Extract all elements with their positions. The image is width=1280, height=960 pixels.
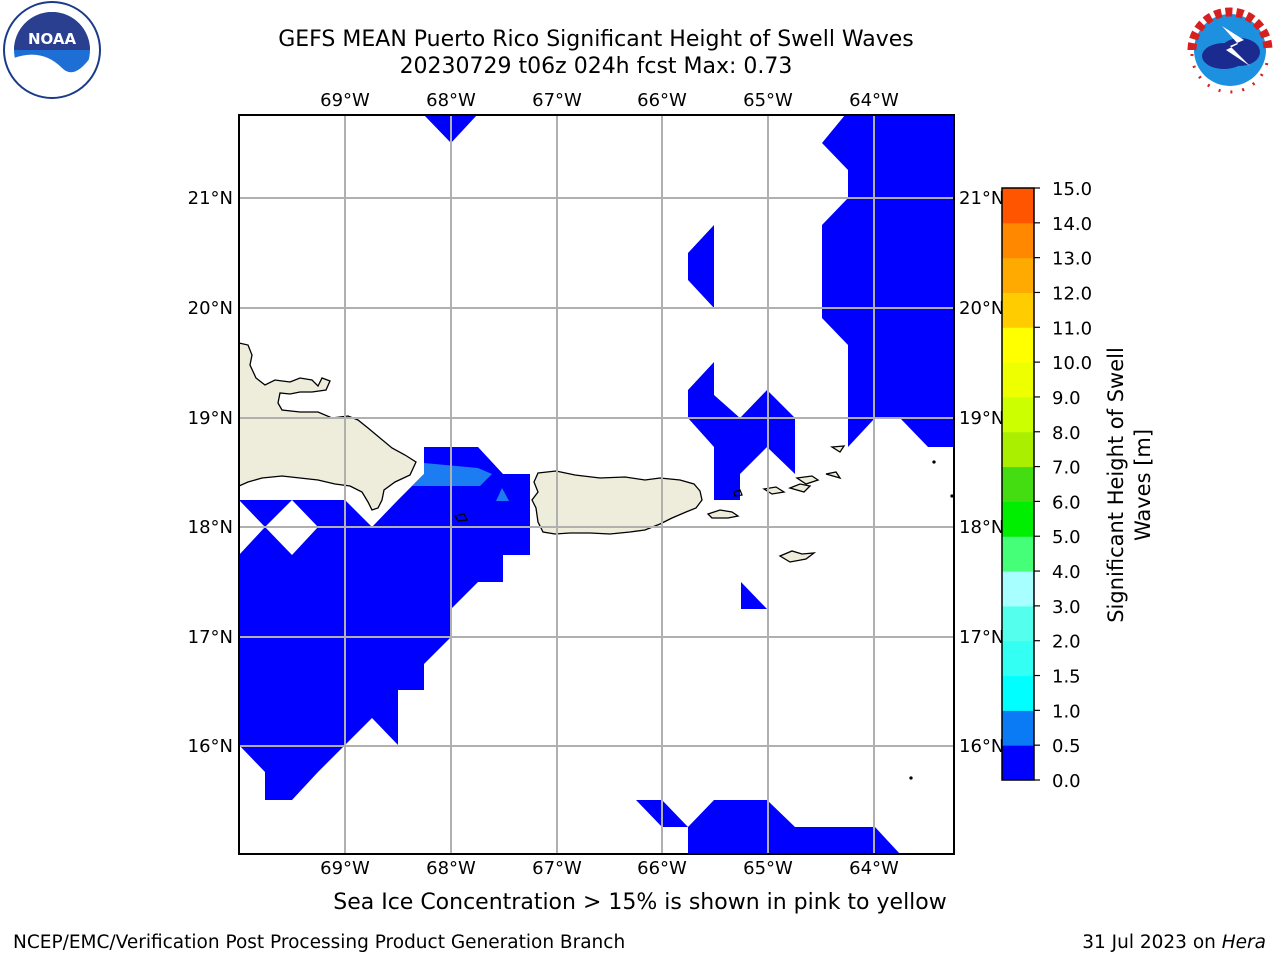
colorbar-tick-label: 1.5 xyxy=(1052,667,1081,688)
lat-label: 19°N xyxy=(959,408,1004,429)
lat-label: 17°N xyxy=(959,627,1004,648)
colorbar-tick-label: 14.0 xyxy=(1052,214,1092,235)
colorbar-segment xyxy=(1002,222,1034,259)
lat-label: 20°N xyxy=(959,298,1004,319)
lon-label: 67°W xyxy=(532,858,582,879)
colorbar-segment xyxy=(1002,396,1034,433)
lat-label: 20°N xyxy=(188,298,233,319)
lat-label: 16°N xyxy=(188,736,233,757)
colorbar-tick-label: 6.0 xyxy=(1052,492,1081,513)
map-frame xyxy=(238,114,955,855)
lat-label: 17°N xyxy=(188,627,233,648)
sea-ice-caption: Sea Ice Concentration > 15% is shown in … xyxy=(333,890,947,915)
lon-label: 66°W xyxy=(637,858,687,879)
footer-host: Hera xyxy=(1221,932,1266,953)
lat-label: 21°N xyxy=(959,188,1004,209)
colorbar-tick-label: 0.0 xyxy=(1052,771,1081,792)
lon-labels-top: 69°W 68°W 67°W 66°W 65°W 64°W xyxy=(320,90,899,111)
footer-date: 31 Jul 2023 on Hera xyxy=(1082,932,1266,953)
colorbar-tick-label: 0.5 xyxy=(1052,736,1081,757)
colorbar-segment xyxy=(1002,292,1034,328)
colorbar-segment xyxy=(1002,327,1034,363)
chart-subtitle: 20230729 t06z 024h fcst Max: 0.73 xyxy=(399,54,793,79)
colorbar-tick-label: 2.0 xyxy=(1052,632,1081,653)
lon-labels-bottom: 69°W 68°W 67°W 66°W 65°W 64°W xyxy=(320,858,899,879)
colorbar-frame xyxy=(1001,187,1035,781)
colorbar-segment xyxy=(1002,640,1034,677)
colorbar-segment xyxy=(1002,675,1034,711)
chart-title: GEFS MEAN Puerto Rico Significant Height… xyxy=(278,27,914,52)
noaa-logo-text: NOAA xyxy=(28,30,77,48)
colorbar-segment xyxy=(1002,501,1034,537)
colorbar-tick-label: 1.0 xyxy=(1052,701,1081,722)
footer-date-text: 31 Jul 2023 on xyxy=(1082,932,1222,953)
colorbar-segment xyxy=(1002,536,1034,572)
lat-label: 19°N xyxy=(188,408,233,429)
map-plot-area xyxy=(238,114,955,855)
lat-label: 18°N xyxy=(959,517,1004,538)
colorbar-segment xyxy=(1002,745,1034,781)
colorbar-tick-label: 10.0 xyxy=(1052,353,1092,374)
colorbar: 0.0 0.5 1.0 1.5 2.0 3.0 4.0 5.0 6.0 7.0 8.0 9.0 10.0… xyxy=(1001,179,1155,792)
colorbar-segment xyxy=(1002,431,1034,468)
colorbar-tick-label: 7.0 xyxy=(1052,458,1081,479)
lon-label: 65°W xyxy=(743,858,793,879)
lon-label: 68°W xyxy=(426,858,476,879)
colorbar-segment xyxy=(1002,362,1034,398)
colorbar-segment xyxy=(1002,605,1034,642)
lon-label: 64°W xyxy=(849,858,899,879)
noaa-logo: NOAA xyxy=(3,1,101,99)
lon-label: 69°W xyxy=(320,858,370,879)
colorbar-segment xyxy=(1002,571,1034,607)
colorbar-segment xyxy=(1002,466,1034,502)
land-masses xyxy=(238,342,954,780)
lon-label: 64°W xyxy=(849,90,899,111)
footer-credit: NCEP/EMC/Verification Post Processing Pr… xyxy=(13,932,626,953)
colorbar-tick-label: 9.0 xyxy=(1052,388,1081,409)
colorbar-tick-label: 8.0 xyxy=(1052,423,1081,444)
colorbar-tick-label: 3.0 xyxy=(1052,597,1081,618)
lon-label: 68°W xyxy=(426,90,476,111)
colorbar-label-line2: Waves [m] xyxy=(1131,429,1155,541)
colorbar-tick-label: 4.0 xyxy=(1052,562,1081,583)
colorbar-tick-label: 11.0 xyxy=(1052,318,1092,339)
gridlines xyxy=(239,115,954,854)
colorbar-label-line1: Significant Height of Swell xyxy=(1104,347,1128,623)
nws-logo xyxy=(1184,4,1276,96)
colorbar-tick-label: 12.0 xyxy=(1052,283,1092,304)
colorbar-segment xyxy=(1002,710,1034,746)
lat-label: 18°N xyxy=(188,517,233,538)
lat-label: 16°N xyxy=(959,736,1004,757)
lon-label: 69°W xyxy=(320,90,370,111)
colorbar-segment xyxy=(1002,188,1034,224)
lat-label: 21°N xyxy=(188,188,233,209)
lat-labels-left: 21°N 20°N 19°N 18°N 17°N 16°N xyxy=(188,188,233,757)
colorbar-tick-label: 5.0 xyxy=(1052,527,1081,548)
lon-label: 65°W xyxy=(743,90,793,111)
lat-labels-right: 21°N 20°N 19°N 18°N 17°N 16°N xyxy=(959,188,1004,757)
lon-label: 66°W xyxy=(637,90,687,111)
lon-label: 67°W xyxy=(532,90,582,111)
colorbar-segment xyxy=(1002,257,1034,293)
colorbar-tick-label: 13.0 xyxy=(1052,249,1092,270)
colorbar-tick-label: 15.0 xyxy=(1052,179,1092,200)
